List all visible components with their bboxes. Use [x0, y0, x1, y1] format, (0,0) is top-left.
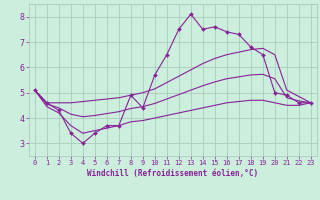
- X-axis label: Windchill (Refroidissement éolien,°C): Windchill (Refroidissement éolien,°C): [87, 169, 258, 178]
